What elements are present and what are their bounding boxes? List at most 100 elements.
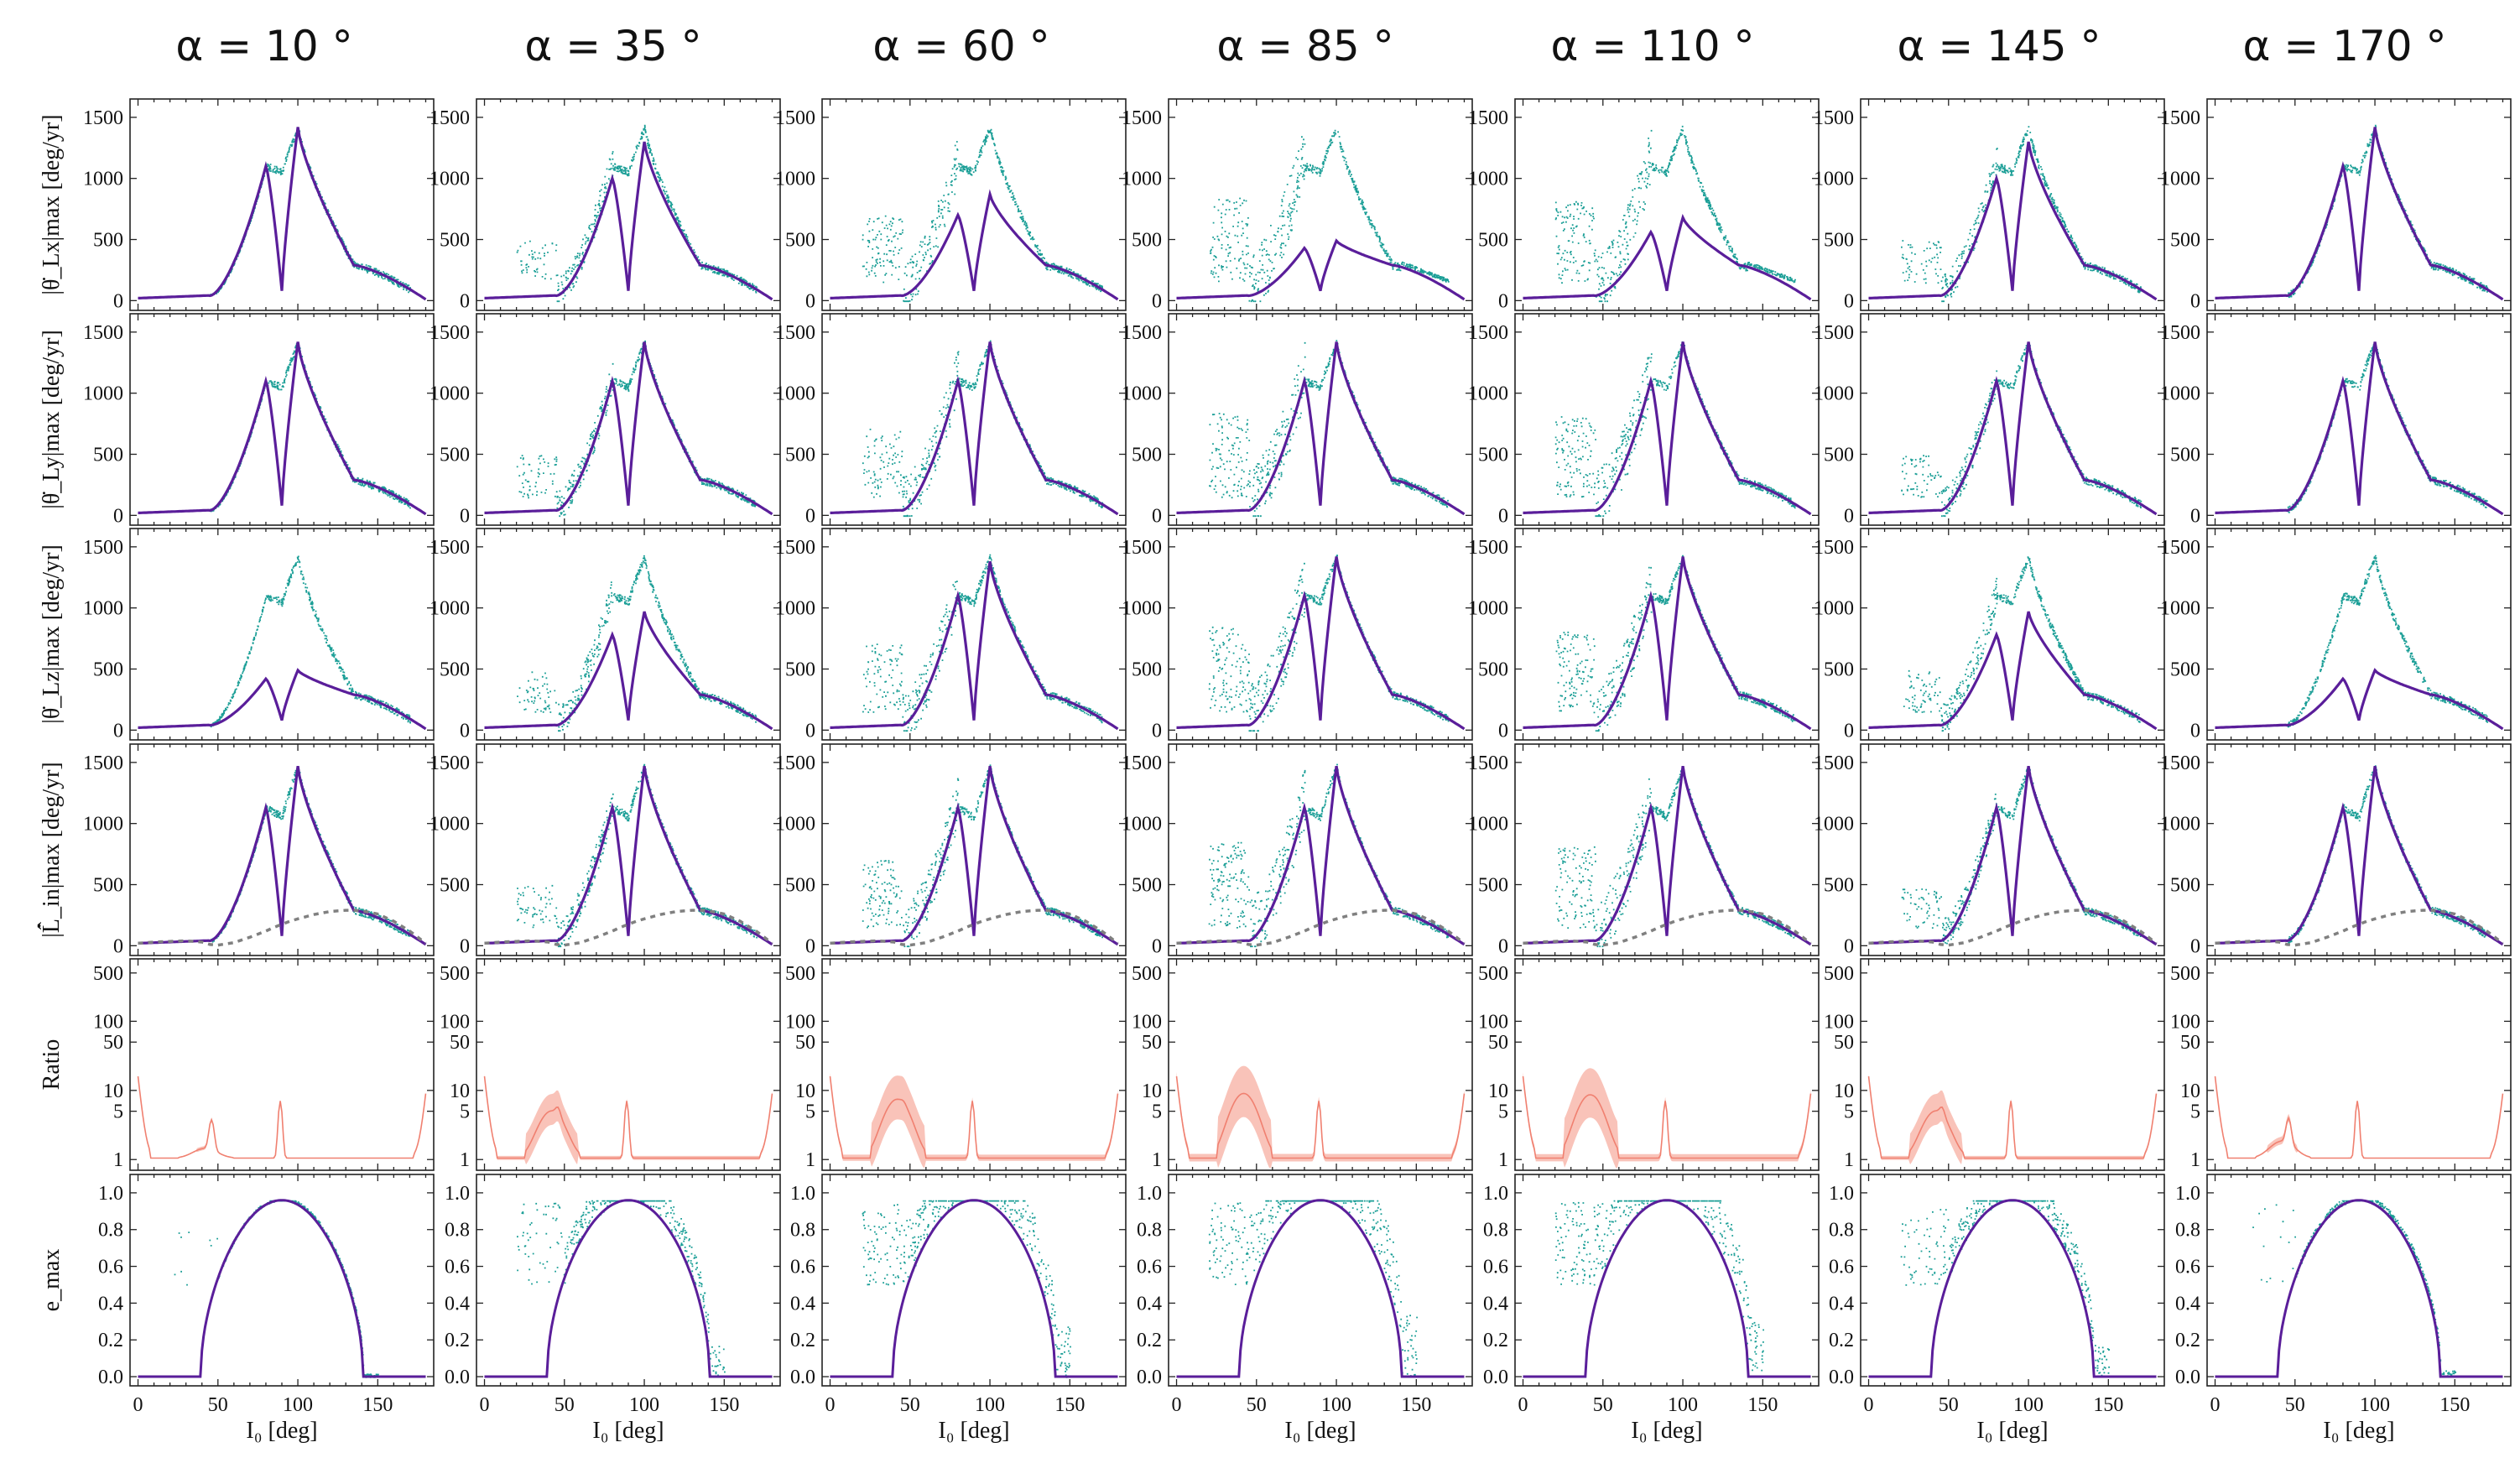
column-title-alpha-85: α = 85 ° bbox=[1216, 22, 1393, 70]
plot-area bbox=[1176, 340, 1466, 518]
column-title-alpha-60: α = 60 ° bbox=[872, 22, 1049, 70]
rate-curve bbox=[484, 141, 773, 301]
y-tick-label: 0 bbox=[460, 505, 470, 527]
plot-area bbox=[1867, 1074, 2158, 1165]
ratio-line bbox=[1175, 1075, 1466, 1159]
panel-theta_Ly-alpha-110: 0 500 1000 1500 bbox=[1468, 313, 1820, 527]
y-tick-label: 500 bbox=[2170, 875, 2200, 897]
rate-curve bbox=[1523, 341, 1812, 516]
y-tick-label: 0.8 bbox=[790, 1220, 815, 1242]
y-tick-label: 1500 bbox=[1122, 322, 1162, 344]
y-tick-label: 50 bbox=[1834, 1032, 1854, 1054]
y-tick-label: 1500 bbox=[83, 537, 123, 559]
panel-L_in-alpha-170: 0 500 1000 1500 bbox=[2160, 743, 2512, 957]
y-tick-label: 0 bbox=[1152, 935, 1162, 957]
y-tick-label: 1000 bbox=[2160, 598, 2200, 620]
y-tick-label: 1.0 bbox=[1137, 1183, 1162, 1205]
y-tick-label: 50 bbox=[450, 1032, 470, 1054]
rate-scatter bbox=[1208, 763, 1450, 948]
y-tick-label: 1500 bbox=[1468, 107, 1508, 129]
y-tick-label: 1500 bbox=[2160, 537, 2200, 559]
y-tick-label: 1.0 bbox=[2175, 1183, 2200, 1205]
panel-L_in-alpha-145: 0 500 1000 1500 bbox=[1814, 743, 2165, 957]
panel-theta_Ly-alpha-85: 0 500 1000 1500 bbox=[1122, 313, 1473, 527]
plot-area bbox=[1523, 125, 1812, 303]
rate-scatter bbox=[1554, 125, 1796, 303]
y-tick-label: 1.0 bbox=[445, 1183, 470, 1205]
y-tick-label: 500 bbox=[2170, 230, 2200, 252]
y-tick-label: 1500 bbox=[430, 322, 470, 344]
plot-area bbox=[138, 765, 427, 947]
y-tick-label: 1500 bbox=[83, 107, 123, 129]
y-tick-label: 0.2 bbox=[1483, 1330, 1508, 1351]
y-tick-label: 1500 bbox=[775, 537, 815, 559]
y-tick-label: 0 bbox=[805, 935, 815, 957]
y-tick-label: 0 bbox=[113, 290, 123, 312]
panel-e_max-alpha-35: 0.0 0.2 0.4 0.6 0.8 1.0 bbox=[445, 1174, 781, 1388]
y-tick-label: 1000 bbox=[430, 383, 470, 405]
y-tick-label: 0.6 bbox=[1483, 1257, 1508, 1278]
x-tick-label: 50 bbox=[1939, 1394, 1959, 1416]
y-tick-label: 100 bbox=[1478, 1011, 1508, 1033]
emax-curve bbox=[138, 1199, 426, 1378]
y-tick-label: 1500 bbox=[1468, 537, 1508, 559]
x-axis-label: I₀ [deg] bbox=[1976, 1418, 2048, 1444]
y-tick-label: 0.6 bbox=[2175, 1257, 2200, 1278]
y-tick-label: 500 bbox=[93, 875, 123, 897]
y-tick-label: 0 bbox=[1152, 505, 1162, 527]
emax-curve bbox=[484, 1199, 773, 1378]
y-tick-label: 1 bbox=[113, 1149, 123, 1171]
y-tick-label: 50 bbox=[1488, 1032, 1508, 1054]
rate-curve bbox=[1176, 765, 1466, 946]
x-tick-label: 50 bbox=[900, 1394, 920, 1416]
y-tick-label: 1500 bbox=[1122, 752, 1162, 774]
column-title-alpha-110: α = 110 ° bbox=[1551, 22, 1755, 70]
panel-L_in-alpha-85: 0 500 1000 1500 bbox=[1122, 743, 1473, 957]
y-tick-label: 1500 bbox=[1468, 752, 1508, 774]
plot-area bbox=[484, 340, 773, 518]
x-axis-label: I₀ [deg] bbox=[938, 1418, 1009, 1444]
y-tick-label: 0.6 bbox=[445, 1257, 470, 1278]
ratio-band bbox=[1868, 1074, 2157, 1165]
plot-area bbox=[1176, 555, 1466, 732]
lin-dashed-curve bbox=[1868, 909, 2158, 947]
rate-curve bbox=[138, 341, 427, 516]
panel-theta_Ly-alpha-35: 0 500 1000 1500 bbox=[430, 313, 781, 527]
y-tick-label: 0.6 bbox=[1829, 1257, 1854, 1278]
ratio-band bbox=[830, 1072, 1118, 1169]
plot-area bbox=[484, 124, 773, 303]
y-tick-label: 1000 bbox=[1468, 814, 1508, 836]
y-tick-label: 1000 bbox=[1468, 598, 1508, 620]
y-tick-label: 0.4 bbox=[1829, 1293, 1854, 1315]
row-ylabel-theta_Ly: |θ̇_Ly|max [deg/yr] bbox=[39, 330, 65, 509]
rate-curve bbox=[1176, 238, 1466, 301]
y-tick-label: 100 bbox=[785, 1011, 815, 1033]
y-tick-label: 1500 bbox=[83, 752, 123, 774]
y-tick-label: 100 bbox=[93, 1011, 123, 1033]
y-tick-label: 1000 bbox=[83, 169, 123, 190]
x-axis-label: I₀ [deg] bbox=[2323, 1418, 2394, 1444]
plot-area bbox=[2215, 124, 2504, 301]
y-tick-label: 50 bbox=[795, 1032, 815, 1054]
rate-scatter bbox=[516, 124, 758, 303]
y-tick-label: 0 bbox=[805, 720, 815, 742]
y-tick-label: 1000 bbox=[1122, 598, 1162, 620]
y-tick-label: 0.6 bbox=[98, 1257, 123, 1278]
panel-e_max-alpha-85: 0.0 0.2 0.4 0.6 0.8 1.0 bbox=[1137, 1174, 1473, 1388]
plot-area bbox=[1176, 129, 1466, 303]
rate-scatter bbox=[862, 554, 1103, 732]
panel-theta_Lz-alpha-10: 0 500 1000 1500 bbox=[83, 528, 435, 742]
y-tick-label: 0 bbox=[113, 720, 123, 742]
plot-area bbox=[484, 763, 773, 948]
y-tick-label: 10 bbox=[1488, 1080, 1508, 1102]
y-tick-label: 1000 bbox=[2160, 383, 2200, 405]
ratio-line bbox=[2214, 1075, 2504, 1159]
y-tick-label: 1500 bbox=[1814, 107, 1854, 129]
y-tick-label: 0.8 bbox=[98, 1220, 123, 1242]
y-tick-label: 500 bbox=[1478, 230, 1508, 252]
rate-scatter bbox=[516, 340, 757, 518]
y-tick-label: 1500 bbox=[1814, 537, 1854, 559]
panel-e_max-alpha-60: 0.0 0.2 0.4 0.6 0.8 1.0 bbox=[790, 1174, 1127, 1388]
y-tick-label: 500 bbox=[785, 445, 815, 466]
